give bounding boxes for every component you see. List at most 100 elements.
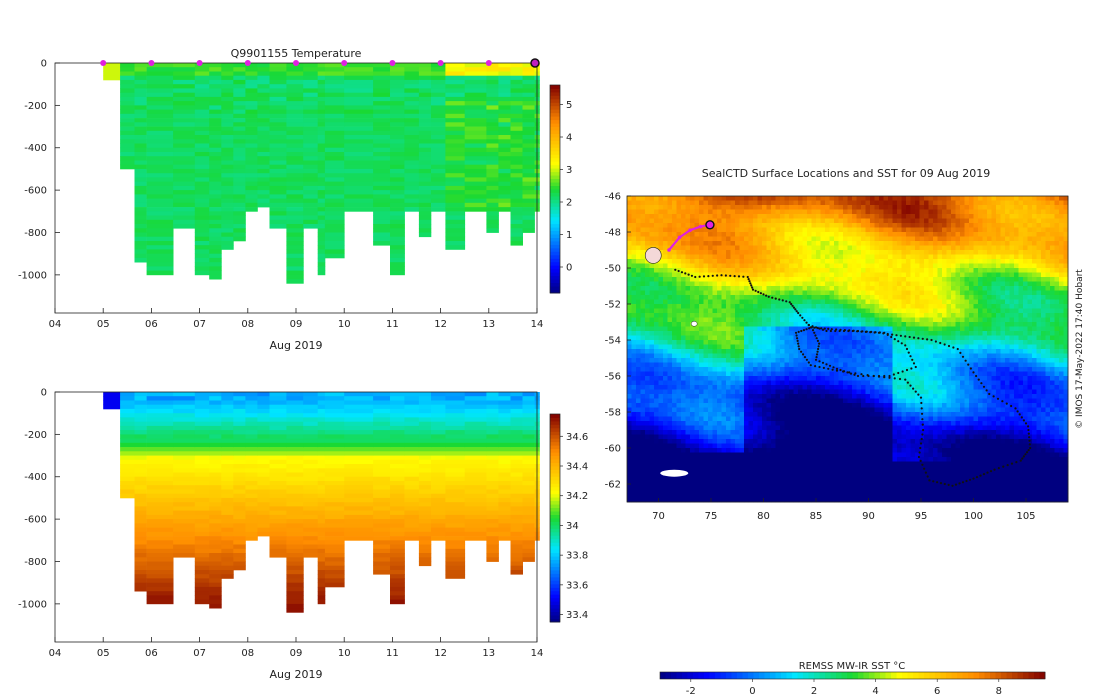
colorbar-segment xyxy=(550,452,560,456)
sst-cell xyxy=(726,205,731,210)
sst-cell xyxy=(879,263,884,269)
section-cell xyxy=(373,194,391,199)
section-cell xyxy=(173,514,196,520)
sst-cell xyxy=(901,286,907,291)
sst-cell xyxy=(663,205,668,210)
section-cell xyxy=(464,113,487,119)
sst-cell xyxy=(1054,227,1060,233)
section-cell xyxy=(257,476,270,482)
sst-cell xyxy=(991,304,997,309)
sst-cell xyxy=(807,295,812,300)
sst-cell xyxy=(1063,205,1069,210)
sst-cell xyxy=(879,304,884,309)
section-cell xyxy=(134,574,147,579)
section-cell xyxy=(286,599,304,605)
sst-cell xyxy=(879,241,884,246)
section-cell xyxy=(522,101,535,106)
section-cell xyxy=(120,135,135,140)
section-cell xyxy=(510,79,523,85)
section-cell xyxy=(464,202,487,208)
section-cell xyxy=(510,198,523,204)
sst-cell xyxy=(712,304,718,309)
section-cell xyxy=(344,408,374,414)
section-cell xyxy=(269,430,287,435)
sst-cell xyxy=(681,214,686,219)
section-cell xyxy=(373,168,391,174)
sst-cell xyxy=(645,232,650,237)
sst-cell xyxy=(1059,299,1064,305)
colorbar-frame xyxy=(549,84,561,294)
section-cell xyxy=(464,126,487,132)
section-cell xyxy=(486,493,499,499)
section-cell xyxy=(173,79,196,85)
section-cell xyxy=(257,92,270,98)
section-cell xyxy=(209,198,222,204)
sst-cell xyxy=(901,304,907,309)
sst-cell xyxy=(910,299,916,305)
sst-cell xyxy=(1005,281,1010,287)
sst-cell xyxy=(1009,214,1015,219)
section-cell xyxy=(257,122,270,127)
sst-cell xyxy=(694,245,700,251)
section-cell xyxy=(317,510,326,516)
section-cell xyxy=(269,173,287,178)
sst-cell xyxy=(676,223,682,228)
sst-cell xyxy=(1023,196,1028,201)
sst-cell xyxy=(834,196,839,201)
section-cell xyxy=(303,113,319,119)
section-cell xyxy=(303,181,319,187)
sst-cell xyxy=(910,209,916,215)
section-cell xyxy=(390,485,405,490)
section-cell xyxy=(445,164,466,170)
sst-cell xyxy=(874,272,880,278)
sst-cell xyxy=(951,209,956,215)
sst-cell xyxy=(870,277,875,282)
section-cell xyxy=(173,531,196,537)
sst-cell xyxy=(1032,223,1037,228)
sst-cell xyxy=(942,214,947,219)
sst-cell xyxy=(892,277,898,282)
sst-cell xyxy=(636,281,641,287)
section-cell xyxy=(209,109,222,115)
sst-cell xyxy=(883,232,889,237)
sst-cell xyxy=(762,281,767,287)
section-cell xyxy=(120,442,135,448)
section-cell xyxy=(233,135,246,140)
section-cell xyxy=(134,164,147,170)
sst-cell xyxy=(829,250,835,255)
section-cell xyxy=(286,493,304,499)
sst-cell xyxy=(793,200,799,206)
sst-cell xyxy=(1041,241,1046,246)
sst-cell xyxy=(1041,290,1046,296)
sst-cell xyxy=(838,236,844,242)
section-cell xyxy=(209,570,222,575)
sst-cell xyxy=(942,236,947,242)
sst-cell xyxy=(1041,281,1046,287)
sst-cell xyxy=(636,214,641,219)
sst-cell xyxy=(1000,295,1006,300)
sst-cell xyxy=(834,218,839,224)
sst-cell xyxy=(928,299,934,305)
section-cell xyxy=(486,544,499,550)
section-cell xyxy=(209,75,222,81)
section-cell xyxy=(134,152,147,157)
sst-cell xyxy=(892,205,898,210)
section-cell xyxy=(418,194,432,199)
section-cell xyxy=(194,109,210,115)
sst-cell xyxy=(919,254,925,260)
section-cell xyxy=(510,447,523,452)
section-cell xyxy=(445,442,466,448)
sst-cell xyxy=(631,232,637,237)
section-cell xyxy=(510,442,523,448)
sst-cell xyxy=(699,268,704,273)
sst-cell xyxy=(811,232,817,237)
section-cell xyxy=(257,143,270,149)
sst-cell xyxy=(1059,263,1064,269)
colorbar-segment xyxy=(550,88,560,93)
sst-cell xyxy=(703,236,709,242)
section-cell xyxy=(464,485,487,490)
section-cell xyxy=(317,168,326,174)
section-cell xyxy=(404,109,420,115)
section-cell xyxy=(418,481,432,486)
sst-cell xyxy=(996,205,1001,210)
